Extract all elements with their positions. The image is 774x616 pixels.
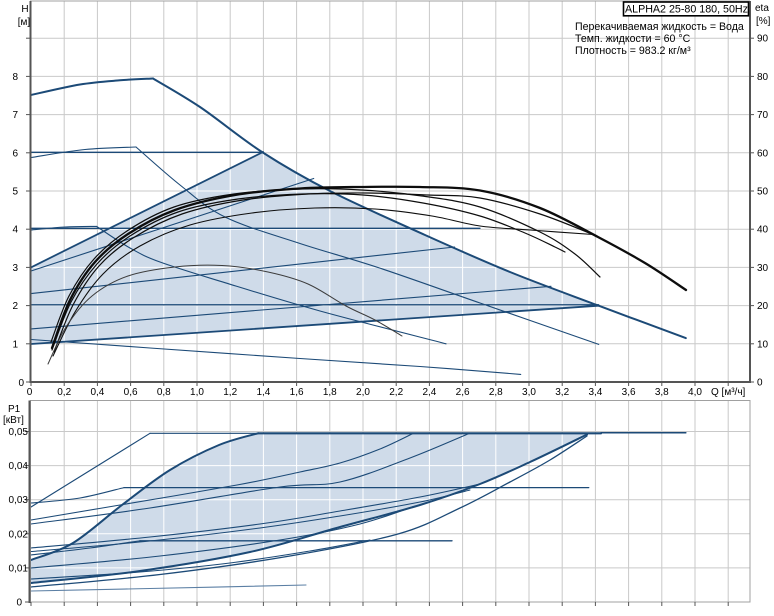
svg-text:0,04: 0,04 — [9, 461, 29, 472]
svg-text:2,4: 2,4 — [422, 387, 436, 398]
svg-text:0,01: 0,01 — [9, 563, 29, 574]
svg-text:60: 60 — [757, 148, 769, 159]
svg-text:20: 20 — [757, 301, 769, 312]
svg-text:80: 80 — [757, 72, 769, 83]
svg-text:1,4: 1,4 — [256, 387, 270, 398]
svg-text:ALPHA2 25-80 180, 50Hz: ALPHA2 25-80 180, 50Hz — [625, 4, 748, 16]
svg-text:0,6: 0,6 — [124, 387, 138, 398]
svg-text:2,0: 2,0 — [356, 387, 370, 398]
svg-text:7: 7 — [12, 110, 18, 121]
svg-text:0,03: 0,03 — [9, 495, 29, 506]
svg-text:4: 4 — [12, 225, 18, 236]
svg-text:0: 0 — [757, 378, 763, 389]
svg-text:0: 0 — [18, 378, 24, 389]
svg-text:eta: eta — [755, 3, 769, 14]
svg-text:2,2: 2,2 — [389, 387, 403, 398]
svg-text:2,6: 2,6 — [456, 387, 470, 398]
svg-text:3: 3 — [12, 263, 18, 274]
svg-text:0,02: 0,02 — [9, 529, 29, 540]
svg-text:0,2: 0,2 — [57, 387, 71, 398]
svg-text:10: 10 — [757, 339, 769, 350]
svg-text:3,6: 3,6 — [622, 387, 636, 398]
svg-text:P1: P1 — [8, 404, 21, 415]
svg-text:[кВт]: [кВт] — [3, 415, 24, 426]
svg-text:2: 2 — [12, 301, 18, 312]
svg-text:3,8: 3,8 — [655, 387, 669, 398]
svg-text:1,0: 1,0 — [190, 387, 204, 398]
svg-text:0: 0 — [27, 387, 33, 398]
svg-text:H: H — [21, 4, 28, 15]
svg-text:Темп. жидкости = 60 °C: Темп. жидкости = 60 °C — [575, 33, 691, 45]
svg-text:Плотность = 983.2 кг/м³: Плотность = 983.2 кг/м³ — [575, 45, 691, 57]
svg-text:5: 5 — [12, 187, 18, 198]
svg-text:2,8: 2,8 — [489, 387, 503, 398]
svg-text:0,4: 0,4 — [90, 387, 104, 398]
svg-text:30: 30 — [757, 263, 769, 274]
svg-text:0: 0 — [16, 598, 22, 609]
svg-text:1,8: 1,8 — [323, 387, 337, 398]
svg-text:90: 90 — [757, 34, 769, 45]
svg-text:[%]: [%] — [756, 16, 771, 27]
svg-text:3,4: 3,4 — [588, 387, 602, 398]
svg-text:Перекачиваемая жидкость = Вода: Перекачиваемая жидкость = Вода — [575, 21, 744, 33]
svg-text:1: 1 — [12, 339, 18, 350]
svg-text:50: 50 — [757, 187, 769, 198]
svg-text:Q [м³/ч]: Q [м³/ч] — [711, 387, 746, 398]
svg-text:1,6: 1,6 — [290, 387, 304, 398]
svg-text:8: 8 — [12, 72, 18, 83]
svg-text:3,2: 3,2 — [555, 387, 569, 398]
svg-text:70: 70 — [757, 110, 769, 121]
svg-text:6: 6 — [12, 148, 18, 159]
svg-text:0,8: 0,8 — [157, 387, 171, 398]
svg-text:[м]: [м] — [18, 17, 31, 28]
svg-text:1,2: 1,2 — [223, 387, 237, 398]
svg-text:40: 40 — [757, 225, 769, 236]
svg-text:0,05: 0,05 — [9, 427, 29, 438]
svg-text:4,0: 4,0 — [688, 387, 702, 398]
svg-text:3,0: 3,0 — [522, 387, 536, 398]
